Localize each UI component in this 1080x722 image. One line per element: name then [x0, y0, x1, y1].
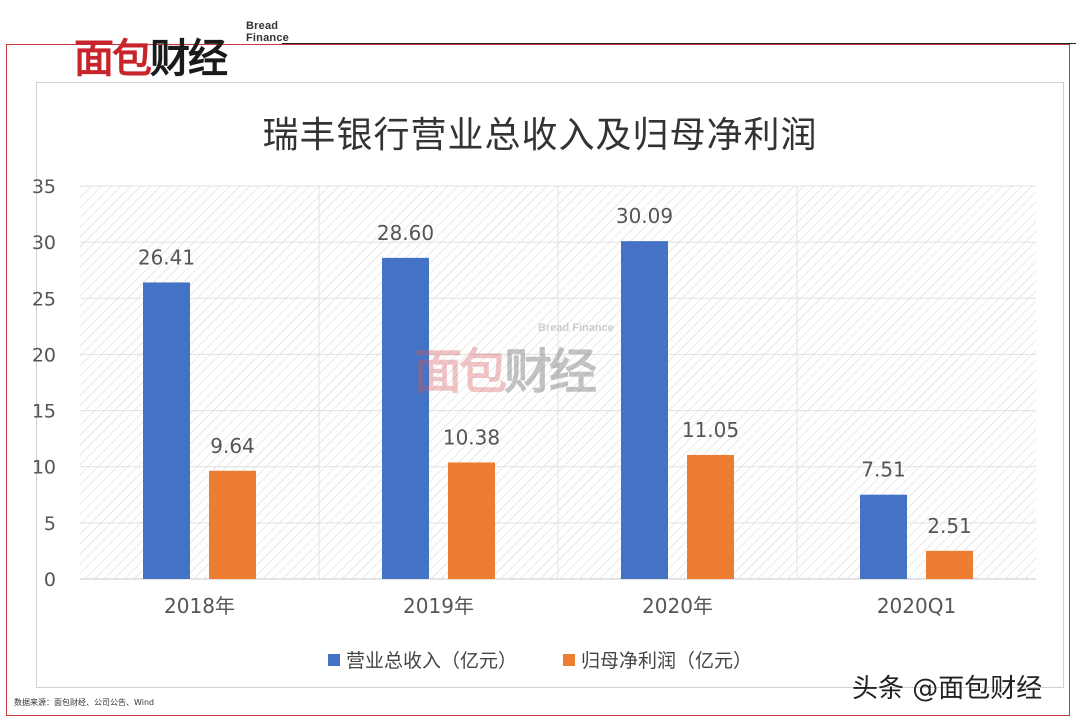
- logo-text-red: 面包: [74, 36, 152, 82]
- bars: [143, 241, 973, 580]
- legend-item-revenue: 营业总收入（亿元）: [327, 646, 517, 673]
- credit-text: 头条 @面包财经: [852, 674, 1043, 704]
- x-tick-label-2: 2020年: [642, 594, 713, 618]
- y-tick-label: 35: [32, 176, 56, 198]
- label-revenue-2: 30.09: [616, 204, 673, 228]
- y-tick-label: 25: [32, 288, 56, 310]
- y-tick-label: 20: [32, 344, 56, 366]
- watermark-logo: Bread Finance 面包财经: [414, 322, 674, 402]
- label-profit-1: 10.38: [443, 425, 500, 449]
- brand-logo: Bread Finance 面包财经: [74, 12, 289, 82]
- outer-frame: [6, 44, 1070, 716]
- bar-profit-1: [448, 462, 495, 579]
- legend-item-profit: 归母净利润（亿元）: [563, 646, 752, 673]
- y-tick-label: 0: [44, 569, 56, 591]
- x-tick-label-0: 2018年: [164, 594, 235, 618]
- source-note: 数据来源：面包财经、公司公告、Wind: [14, 698, 155, 707]
- label-revenue-0: 26.41: [138, 245, 195, 269]
- bar-revenue-3: [860, 494, 907, 579]
- watermark-text-dark: 财经: [504, 344, 597, 400]
- chart-title: 瑞丰银行营业总收入及归母净利润: [262, 115, 818, 156]
- bar-profit-2: [687, 454, 734, 579]
- bar-revenue-0: [143, 282, 190, 579]
- x-tick-label-1: 2019年: [403, 594, 474, 618]
- chart-legend: 营业总收入（亿元） 归母净利润（亿元）: [0, 646, 1080, 673]
- legend-label-profit: 归母净利润（亿元）: [581, 650, 753, 672]
- y-tick-label: 5: [44, 513, 56, 535]
- bar-profit-0: [209, 470, 256, 579]
- legend-label-revenue: 营业总收入（亿元）: [345, 650, 517, 672]
- label-profit-0: 9.64: [210, 434, 255, 458]
- y-tick-label: 30: [32, 232, 56, 254]
- bar-revenue-2: [621, 241, 668, 580]
- bar-revenue-1: [382, 257, 429, 579]
- legend-swatch-profit: [563, 653, 575, 666]
- logo-text-dark: 财经: [150, 36, 228, 82]
- y-axis: 0 5 10 15 20 25 30 35: [32, 176, 56, 591]
- label-revenue-3: 7.51: [861, 458, 906, 482]
- label-profit-2: 11.05: [682, 418, 739, 442]
- header-rule: [282, 43, 1076, 44]
- y-tick-label: 15: [32, 401, 56, 423]
- label-profit-3: 2.51: [927, 514, 972, 538]
- watermark-subtitle: Bread Finance: [538, 322, 614, 334]
- x-tick-label-3: 2020Q1: [877, 594, 956, 618]
- x-axis: 2018年 2019年 2020年 2020Q1: [164, 594, 956, 618]
- logo-subtitle: Bread Finance: [246, 20, 289, 44]
- bar-profit-3: [926, 550, 973, 579]
- y-tick-label: 10: [32, 457, 56, 479]
- legend-swatch-revenue: [327, 653, 340, 666]
- watermark-text-red: 面包: [414, 344, 507, 400]
- data-labels: 26.41 9.64 28.60 10.38 30.09 11.05 7.51 2.51: [138, 204, 972, 538]
- label-revenue-1: 28.60: [377, 221, 434, 245]
